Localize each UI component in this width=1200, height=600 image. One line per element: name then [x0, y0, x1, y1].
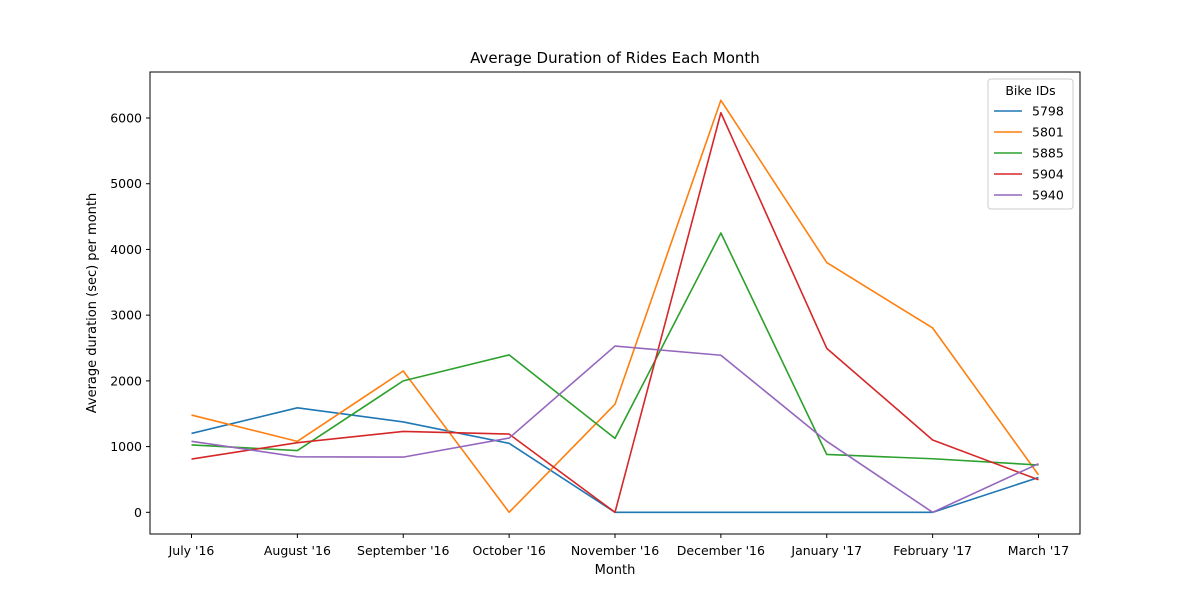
- y-tick-label: 2000: [110, 373, 142, 388]
- y-axis-label: Average duration (sec) per month: [85, 193, 100, 413]
- x-tick-label: February '17: [893, 543, 972, 558]
- x-tick-label: December '16: [677, 543, 765, 558]
- y-tick-label: 3000: [110, 308, 142, 323]
- legend-label-5904: 5904: [1032, 167, 1064, 182]
- x-tick-label: August '16: [264, 543, 331, 558]
- x-tick-label: September '16: [357, 543, 449, 558]
- y-tick-label: 0: [134, 505, 142, 520]
- y-tick-label: 6000: [110, 111, 142, 126]
- legend-label-5801: 5801: [1032, 125, 1064, 140]
- y-tick-label: 1000: [110, 439, 142, 454]
- x-tick-label: November '16: [571, 543, 659, 558]
- series-line-5885: [191, 232, 1039, 466]
- legend-label-5885: 5885: [1032, 146, 1064, 161]
- series-line-5798: [191, 407, 1039, 514]
- series-line-5801: [191, 99, 1040, 514]
- x-tick-label: July '16: [168, 543, 215, 558]
- y-tick-label: 5000: [110, 176, 142, 191]
- plot-frame: [149, 71, 1081, 535]
- series-line-5940: [191, 345, 1039, 514]
- plot-area: July '16 August '16 September '16 October '…: [110, 71, 1081, 558]
- legend-label-5798: 5798: [1032, 104, 1064, 119]
- x-tick-label: March '17: [1008, 543, 1069, 558]
- y-tick-label: 4000: [110, 242, 142, 257]
- x-tick-label: October '16: [472, 543, 545, 558]
- legend: Bike IDs 5798 5801 5885 5904 5940: [987, 78, 1074, 210]
- chart-title: Average Duration of Rides Each Month: [470, 49, 760, 67]
- x-tick-label: January '17: [790, 543, 862, 558]
- legend-label-5940: 5940: [1032, 188, 1064, 203]
- legend-title: Bike IDs: [1005, 83, 1055, 98]
- series-line-5904: [191, 111, 1039, 514]
- x-axis-label: Month: [595, 563, 636, 578]
